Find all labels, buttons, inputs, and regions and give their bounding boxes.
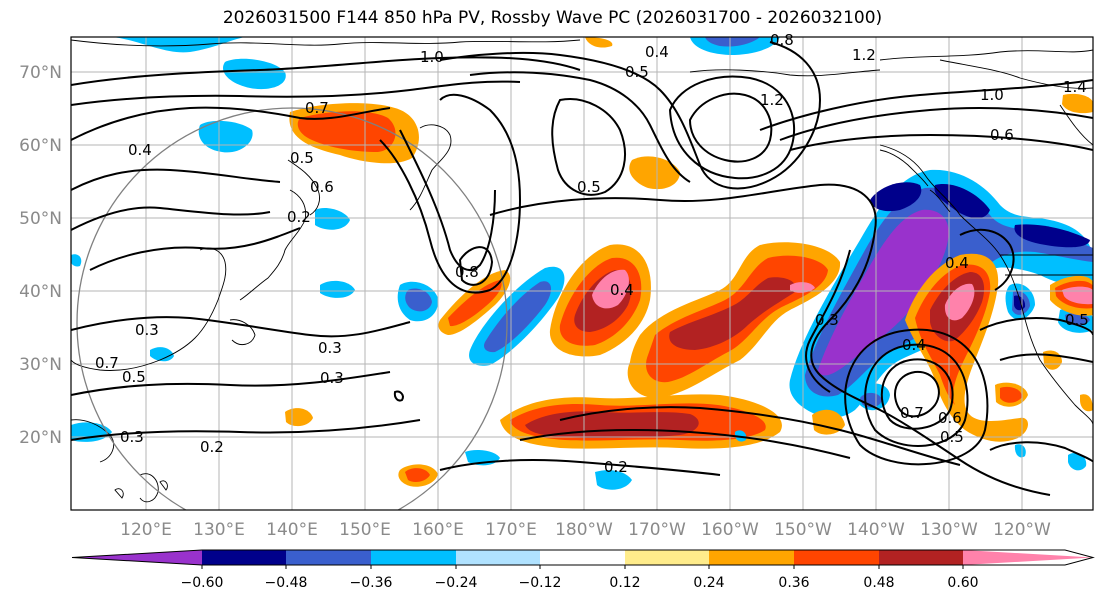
contour-label: 0.7 xyxy=(900,404,924,422)
colorbar-tick-label: −0.36 xyxy=(350,575,393,591)
lat-label-30n: 30°N xyxy=(19,355,62,375)
contour-label: 0.4 xyxy=(610,281,634,299)
contour-label: 0.5 xyxy=(625,63,649,81)
contour-labels: 1.0 0.4 0.5 0.8 1.2 1.2 1.0 1.4 0.6 0.7 … xyxy=(95,31,1089,476)
colorbar-segment xyxy=(625,550,709,565)
lat-label-60n: 60°N xyxy=(19,136,62,156)
map-title: 2026031500 F144 850 hPa PV, Rossby Wave … xyxy=(222,8,883,28)
contour-label: 0.3 xyxy=(135,321,159,339)
contour-label: 0.5 xyxy=(122,368,146,386)
lon-label: 120°W xyxy=(993,520,1051,540)
colorbar-tick-label: −0.60 xyxy=(181,575,224,591)
lon-label: 140°W xyxy=(847,520,905,540)
contour-label: 0.3 xyxy=(318,339,342,357)
colorbar-segments xyxy=(71,549,1095,566)
lat-label-40n: 40°N xyxy=(19,282,62,302)
contour-label: 0.4 xyxy=(902,336,926,354)
lon-label: 130°W xyxy=(920,520,978,540)
colorbar-segment xyxy=(540,550,625,565)
colorbar: −0.60 −0.48 −0.36 −0.24 −0.12 0.12 0.24 … xyxy=(71,549,1095,591)
colorbar-segment xyxy=(371,550,456,565)
contour-label: 0.4 xyxy=(128,141,152,159)
lon-label: 160°E xyxy=(412,520,464,540)
colorbar-segment xyxy=(963,550,1093,565)
lat-label-20n: 20°N xyxy=(19,428,62,448)
contour-label: 1.0 xyxy=(980,86,1004,104)
contour-label: 0.7 xyxy=(95,354,119,372)
lon-label: 170°W xyxy=(628,520,686,540)
colorbar-tick-label: −0.24 xyxy=(435,575,478,591)
contour-label: 0.2 xyxy=(604,458,628,476)
contour-label: 0.8 xyxy=(455,263,479,281)
colorbar-segment xyxy=(202,550,286,565)
colorbar-segment xyxy=(709,550,794,565)
contour-label: 0.5 xyxy=(1065,311,1089,329)
pv-contours xyxy=(71,41,1093,496)
contour-label: 0.6 xyxy=(938,409,962,427)
colorbar-segment xyxy=(794,550,879,565)
colorbar-tick-label: 0.36 xyxy=(778,575,809,591)
contour-label: 0.6 xyxy=(990,126,1014,144)
colorbar-segment xyxy=(72,550,202,565)
great-circle-marker xyxy=(76,107,508,510)
lon-label: 140°E xyxy=(266,520,318,540)
contour-label: 0.2 xyxy=(287,208,311,226)
latitude-axis: 70°N 60°N 50°N 40°N 30°N 20°N xyxy=(19,63,62,448)
contour-label: 0.5 xyxy=(577,178,601,196)
colorbar-segment xyxy=(286,550,371,565)
lat-label-50n: 50°N xyxy=(19,209,62,229)
colorbar-tick-label: −0.12 xyxy=(519,575,562,591)
contour-label: 1.0 xyxy=(420,48,444,66)
lat-label-70n: 70°N xyxy=(19,63,62,83)
colorbar-ticks xyxy=(201,565,964,569)
lon-label: 170°E xyxy=(485,520,537,540)
colorbar-tick-label: −0.48 xyxy=(265,575,308,591)
colorbar-tick-label: 0.60 xyxy=(947,575,978,591)
contour-label: 0.5 xyxy=(940,428,964,446)
contour-label: 0.4 xyxy=(945,254,969,272)
coastlines xyxy=(71,39,1093,503)
contour-label: 0.5 xyxy=(290,149,314,167)
colorbar-tick-label: 0.12 xyxy=(609,575,640,591)
contour-label: 0.8 xyxy=(770,31,794,49)
colorbar-segment xyxy=(879,550,963,565)
contour-label: 0.6 xyxy=(310,178,334,196)
colorbar-segment xyxy=(456,550,540,565)
lon-label: 180°W xyxy=(555,520,613,540)
contour-label: 0.2 xyxy=(200,438,224,456)
colorbar-tick-label: 0.48 xyxy=(863,575,894,591)
contour-label: 0.3 xyxy=(320,369,344,387)
colorbar-tick-label: 0.24 xyxy=(693,575,724,591)
lon-label: 120°E xyxy=(120,520,172,540)
longitude-axis: 120°E 130°E 140°E 150°E 160°E 170°E 180°… xyxy=(120,520,1051,540)
lon-label: 130°E xyxy=(193,520,245,540)
map-frame xyxy=(70,36,1094,511)
contour-label: 0.3 xyxy=(120,428,144,446)
contour-label: 0.4 xyxy=(645,43,669,61)
contour-label: 1.4 xyxy=(1063,78,1087,96)
island-outlines xyxy=(114,149,951,499)
lon-label: 150°W xyxy=(774,520,832,540)
contour-label: 0.7 xyxy=(305,99,329,117)
lon-label: 150°E xyxy=(339,520,391,540)
contour-label: 1.2 xyxy=(852,46,876,64)
lon-label: 160°W xyxy=(701,520,759,540)
contour-label: 0.3 xyxy=(815,311,839,329)
contour-label: 1.2 xyxy=(760,91,784,109)
